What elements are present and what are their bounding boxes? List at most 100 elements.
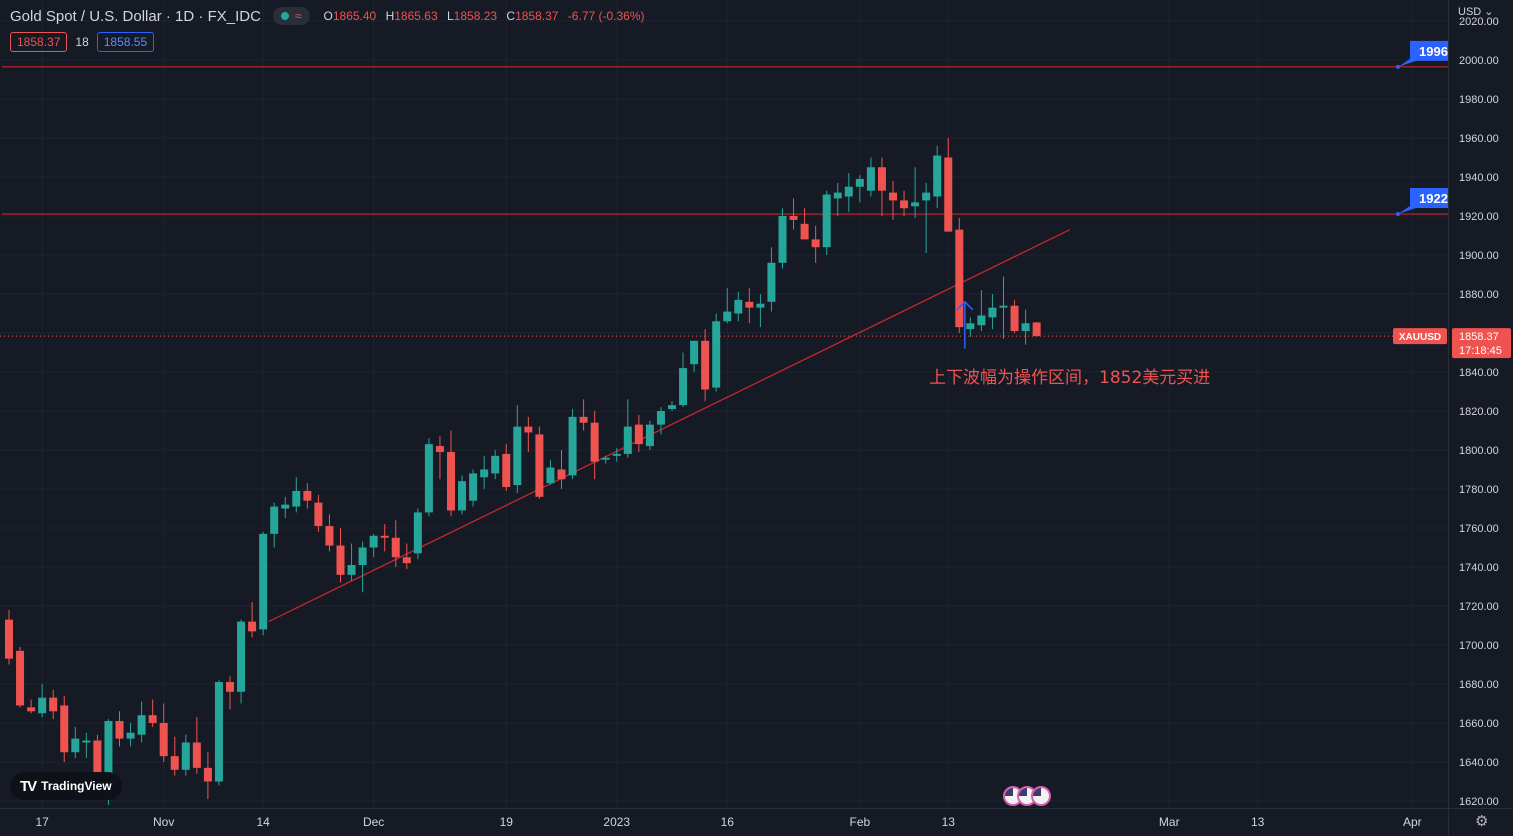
candle-body — [104, 721, 113, 784]
time-tick-label: 14 — [256, 815, 270, 829]
candle-body — [645, 424, 654, 447]
chart-annotation[interactable]: 上下波幅为操作区间，1852美元买进 — [929, 368, 1210, 388]
buy-arrow-head-icon — [956, 300, 974, 311]
candle-body — [557, 469, 566, 480]
candle-body — [402, 557, 411, 564]
time-tick-label: 19 — [500, 815, 514, 829]
candle-body — [668, 405, 676, 410]
price-tick-label: 1720.00 — [1459, 601, 1499, 613]
candle-body — [634, 424, 643, 445]
time-tick-label: 16 — [721, 815, 735, 829]
candle-body — [137, 715, 146, 735]
candle-body — [502, 453, 511, 488]
price-tick-label: 1620.00 — [1459, 796, 1499, 808]
candle-body — [148, 715, 157, 723]
buy-button[interactable]: 1858.55 — [96, 32, 155, 52]
currency-selector[interactable]: USD ⌄ — [1458, 6, 1494, 18]
price-tick-label: 1880.00 — [1459, 289, 1499, 301]
low-value: 1858.23 — [453, 9, 498, 23]
candle-body — [723, 311, 732, 322]
candle-body — [966, 323, 975, 330]
candle-body — [866, 167, 875, 191]
candle-body — [314, 502, 323, 527]
candle-body — [811, 239, 820, 248]
candle-body — [413, 512, 422, 554]
candle-body — [292, 490, 301, 507]
candle-body — [237, 621, 246, 692]
candle-body — [93, 740, 102, 784]
candle-body — [800, 223, 809, 240]
price-tick-label: 1660.00 — [1459, 718, 1499, 730]
open-value: 1865.40 — [332, 9, 377, 23]
price-tick-label: 1900.00 — [1459, 250, 1499, 262]
candle-body — [933, 155, 942, 197]
candle-body — [712, 321, 721, 388]
trend-line[interactable] — [268, 229, 1071, 623]
price-tick-label: 1960.00 — [1459, 133, 1499, 145]
candle-body — [844, 186, 853, 197]
economic-events[interactable] — [1003, 786, 1051, 806]
candle-body — [612, 453, 621, 456]
high-value: 1865.63 — [394, 9, 438, 23]
candle-body — [922, 192, 931, 201]
time-tick-label: 13 — [942, 815, 956, 829]
candle-body — [977, 315, 986, 326]
price-tick-label: 1920.00 — [1459, 211, 1499, 223]
candle-body — [336, 545, 345, 575]
sell-button[interactable]: 1858.37 — [10, 32, 68, 52]
candle-body — [170, 756, 179, 770]
candle-body — [60, 705, 69, 753]
candle-body — [248, 621, 257, 632]
price-tick-label: 1700.00 — [1459, 640, 1499, 652]
candle-body — [900, 200, 909, 209]
candle-body — [115, 721, 124, 739]
candle-body — [380, 535, 389, 538]
candle-body — [623, 426, 632, 454]
candle-body — [789, 216, 798, 220]
candle-body — [944, 157, 953, 232]
candle-body — [690, 340, 699, 365]
candle-body — [767, 262, 776, 302]
candle-body — [71, 738, 80, 753]
level-callout[interactable] — [1398, 40, 1448, 67]
candle-body — [679, 368, 688, 406]
candle-body — [480, 469, 489, 478]
symbol-tag-label: XAUUSD — [1399, 332, 1441, 343]
tradingview-logo[interactable]: TV TradingView — [10, 772, 122, 800]
candle-body — [5, 619, 13, 659]
candle-body — [955, 229, 964, 328]
candle-body — [734, 299, 743, 314]
time-tick-label: Mar — [1159, 815, 1180, 829]
candle-body — [513, 426, 522, 486]
candle-body — [270, 506, 279, 534]
candle-body — [524, 426, 533, 433]
time-tick-label: Dec — [363, 815, 384, 829]
candle-body — [579, 416, 588, 423]
price-tick-label: 1740.00 — [1459, 562, 1499, 574]
candle-body — [988, 307, 997, 318]
settings-gear-icon[interactable]: ⚙ — [1475, 813, 1489, 830]
delayed-data-icon: ≈ — [294, 9, 302, 23]
candle-body — [546, 467, 555, 484]
level-callout-label: 1996 — [1419, 44, 1448, 59]
market-status-pill[interactable]: ≈ — [272, 7, 310, 25]
level-callout[interactable] — [1398, 188, 1448, 215]
symbol-title[interactable]: Gold Spot / U.S. Dollar · 1D · FX_IDC — [10, 7, 261, 25]
last-price-tag — [1452, 328, 1511, 359]
tv-logo-icon: TV — [20, 777, 37, 795]
candle-body — [259, 533, 268, 630]
candle-body — [303, 490, 312, 501]
candle-body — [347, 565, 356, 575]
change-value: -6.77 (-0.36%) — [567, 9, 645, 23]
countdown-label: 17:18:45 — [1459, 345, 1502, 357]
candle-body — [358, 547, 367, 566]
candle-body — [491, 455, 500, 474]
candle-body — [159, 723, 168, 757]
time-tick-label: Nov — [153, 815, 174, 829]
us-flag-icon[interactable] — [1031, 786, 1051, 806]
price-tick-label: 1820.00 — [1459, 406, 1499, 418]
candle-body — [1032, 322, 1041, 337]
candle-body — [1021, 323, 1030, 332]
time-tick-label: Feb — [850, 815, 871, 829]
